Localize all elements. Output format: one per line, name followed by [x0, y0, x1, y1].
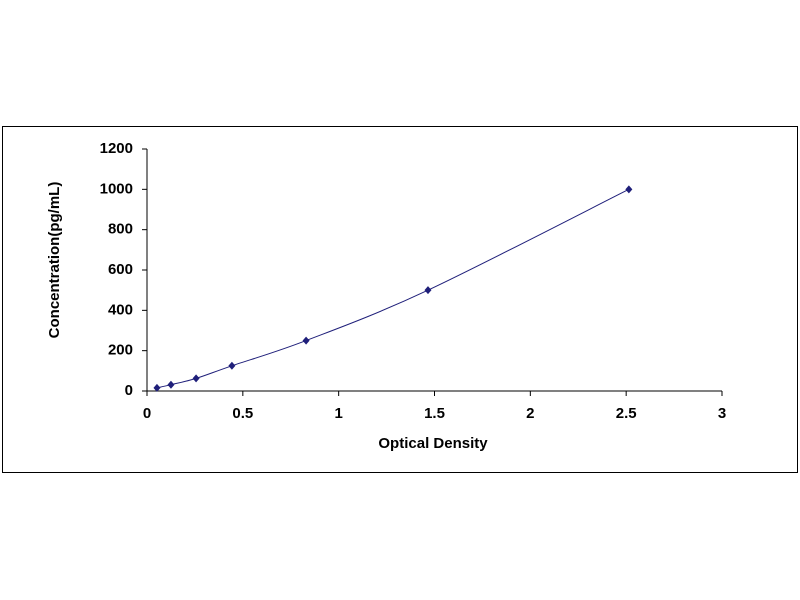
data-point	[153, 383, 161, 392]
x-tick-label: 1.5	[424, 405, 445, 422]
y-axis-label: Concentration(pg/mL)	[46, 182, 63, 339]
y-tick-label: 600	[108, 261, 133, 278]
y-tick-label: 800	[108, 221, 133, 238]
data-point	[192, 374, 200, 383]
x-tick-label: 2	[526, 405, 534, 422]
x-tick-label: 3	[718, 405, 726, 422]
data-point	[228, 361, 236, 370]
y-tick-label: 0	[125, 382, 133, 399]
x-tick-label: 0	[143, 405, 151, 422]
x-axis-label: Optical Density	[378, 435, 488, 452]
y-tick-label: 400	[108, 301, 133, 318]
x-tick-label: 1	[334, 405, 342, 422]
data-point	[424, 286, 432, 295]
data-point	[625, 185, 633, 194]
y-tick-label: 200	[108, 342, 133, 359]
x-tick-label: 0.5	[232, 405, 253, 422]
data-point	[302, 336, 310, 345]
x-tick-label: 2.5	[616, 405, 637, 422]
data-point	[167, 380, 175, 389]
y-tick-label: 1000	[100, 180, 133, 197]
y-tick-label: 1200	[100, 140, 133, 157]
chart-frame	[2, 126, 798, 473]
